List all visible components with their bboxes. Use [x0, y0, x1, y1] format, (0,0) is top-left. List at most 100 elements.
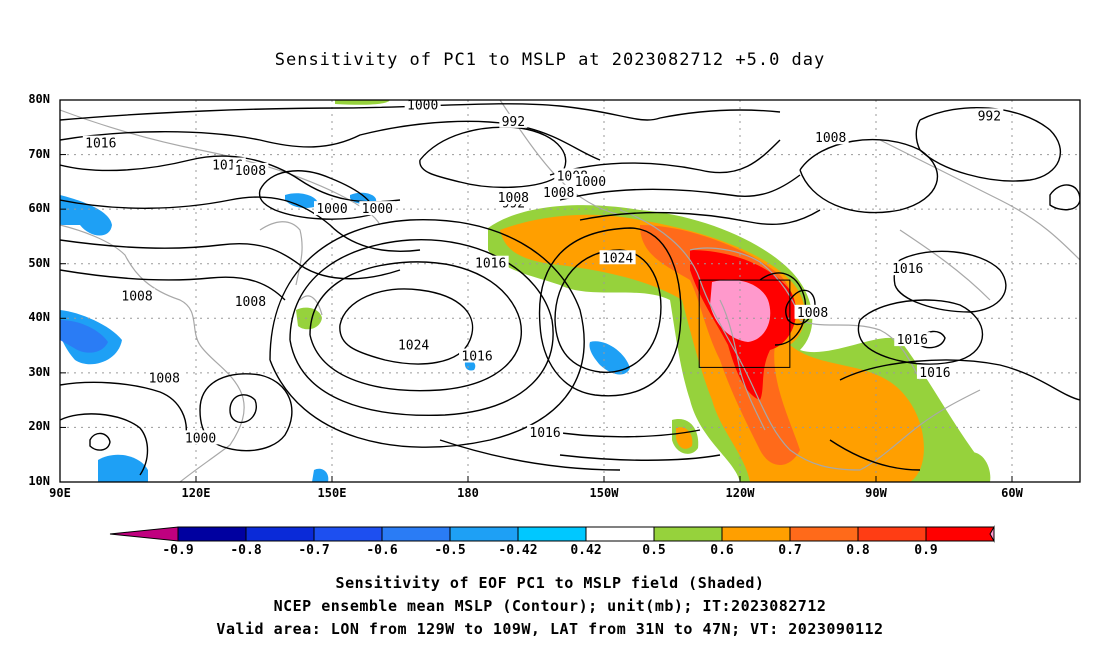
contour-label-bg [540, 184, 577, 199]
axis-ticks [59, 99, 1013, 483]
contour-label-bg [572, 173, 609, 188]
lon-tick-label: 180 [457, 486, 479, 500]
caption-line-2: NCEP ensemble mean MSLP (Contour); unit(… [273, 597, 827, 615]
contour-label-bg [527, 424, 564, 439]
lon-tick-label: 120W [725, 486, 755, 500]
colorbar-cell [857, 526, 927, 542]
colorbar-cell [313, 526, 383, 542]
colorbar-cell [245, 526, 315, 542]
lat-tick-label: 60N [28, 201, 50, 216]
colorbar-label: 0.6 [710, 543, 734, 558]
lat-tick-label: 50N [28, 255, 50, 270]
contour-label-bg [404, 97, 441, 112]
contour-label: 1000 [362, 202, 393, 217]
contour-label: 1000 [185, 431, 216, 446]
colorbar-tip-left [109, 526, 179, 542]
colorbar-cell [585, 526, 655, 542]
colorbar-label: -0.9 [162, 543, 194, 558]
contour-label: 1016 [897, 333, 928, 348]
colorbar-cell [789, 526, 859, 542]
gridlines [60, 100, 1080, 482]
contour-label: 992 [502, 115, 525, 130]
lon-tick-label: 150W [589, 486, 619, 500]
lat-tick-label: 40N [28, 310, 50, 325]
colorbar-label: 0.9 [914, 543, 938, 558]
contour-label-bg [599, 250, 636, 265]
contour-label: 1008 [543, 186, 574, 201]
contour-label-bg [894, 332, 931, 347]
contour-label: 1024 [602, 251, 633, 266]
contour-label: 1008 [121, 289, 152, 304]
contour-label: 1000 [575, 175, 606, 190]
colorbar-cell [449, 526, 519, 542]
contour-label: 992 [978, 109, 1001, 124]
contour-label: 1016 [85, 137, 116, 152]
colorbar-cell [177, 526, 247, 542]
colorbar-cell [381, 526, 451, 542]
contour-label-bg [314, 201, 350, 216]
lat-tick-label: 70N [28, 146, 50, 161]
colorbar-cell [925, 526, 995, 542]
colorbar-label: 0.5 [642, 543, 666, 558]
colorbar-label: -0.5 [434, 543, 466, 558]
lon-tick-label: 120E [181, 486, 211, 500]
valid-area-box [698, 279, 791, 368]
contour-label: 1000 [316, 202, 347, 217]
contour-label-bg [812, 130, 849, 145]
contour-label-bg [889, 261, 926, 276]
contour-label: 1016 [919, 366, 950, 381]
colorbar-label: -0.7 [298, 543, 330, 558]
colorbar-cell [653, 526, 723, 542]
contour-label-bg [794, 304, 831, 319]
contour-label-bg [459, 348, 496, 363]
lon-tick-label: 90W [865, 486, 887, 500]
contour-label: 1016 [461, 349, 492, 364]
contour-label: 1016 [529, 426, 560, 441]
colorbar-label: -0.42 [498, 543, 538, 558]
caption-line-1: Sensitivity of EOF PC1 to MSLP field (Sh… [335, 574, 765, 592]
contour-label-bg [232, 293, 269, 308]
contour-label-bg [472, 255, 509, 270]
contour-label-bg [146, 370, 183, 385]
contour-label: 1016 [475, 257, 506, 272]
contour-label-bg [975, 108, 1004, 123]
contour-label: 1008 [235, 295, 266, 310]
colorbar-label: 0.7 [778, 543, 802, 558]
map-frame [59, 99, 1081, 483]
contour-label-bg [359, 201, 396, 216]
contour-label-bg [182, 430, 219, 445]
contour-label-bg [395, 337, 432, 352]
caption-line-3: Valid area: LON from 129W to 109W, LAT f… [216, 620, 884, 638]
lon-tick-label: 90E [49, 486, 71, 500]
contour-label: 1008 [797, 306, 828, 321]
colorbar [109, 525, 995, 543]
colorbar-label: -0.8 [230, 543, 262, 558]
contour-label-bg [499, 113, 528, 128]
contour-label-bg [495, 190, 532, 205]
lon-tick-label: 150E [317, 486, 347, 500]
colorbar-label: 0.8 [846, 543, 870, 558]
lat-tick-label: 30N [28, 364, 50, 379]
contour-label-bg [119, 288, 156, 303]
chart-title: Sensitivity of PC1 to MSLP at 2023082712… [274, 50, 826, 70]
contour-label: 1024 [398, 339, 429, 354]
lon-tick-label: 60W [1001, 486, 1023, 500]
colorbar-cell [721, 526, 791, 542]
lat-tick-label: 10N [28, 474, 50, 488]
lat-tick-label: 80N [28, 92, 50, 106]
contour-label-bg [82, 135, 119, 150]
contour-label-bg [232, 162, 269, 177]
contour-label-bg [916, 364, 953, 379]
contour-label: 1008 [235, 164, 266, 179]
contour-label: 1008 [498, 191, 529, 206]
colorbar-label: -0.6 [366, 543, 398, 558]
colorbar-label: 0.42 [570, 543, 602, 558]
contour-label: 1008 [149, 371, 180, 386]
contour-labels: 1000992992992101610161008100010001008100… [82, 97, 1004, 446]
colorbar-cell [517, 526, 587, 542]
contour-label: 1000 [407, 98, 438, 113]
contour-label: 1008 [815, 131, 846, 146]
contour-label: 1016 [892, 262, 923, 277]
colorbar-tip-right [989, 525, 995, 543]
